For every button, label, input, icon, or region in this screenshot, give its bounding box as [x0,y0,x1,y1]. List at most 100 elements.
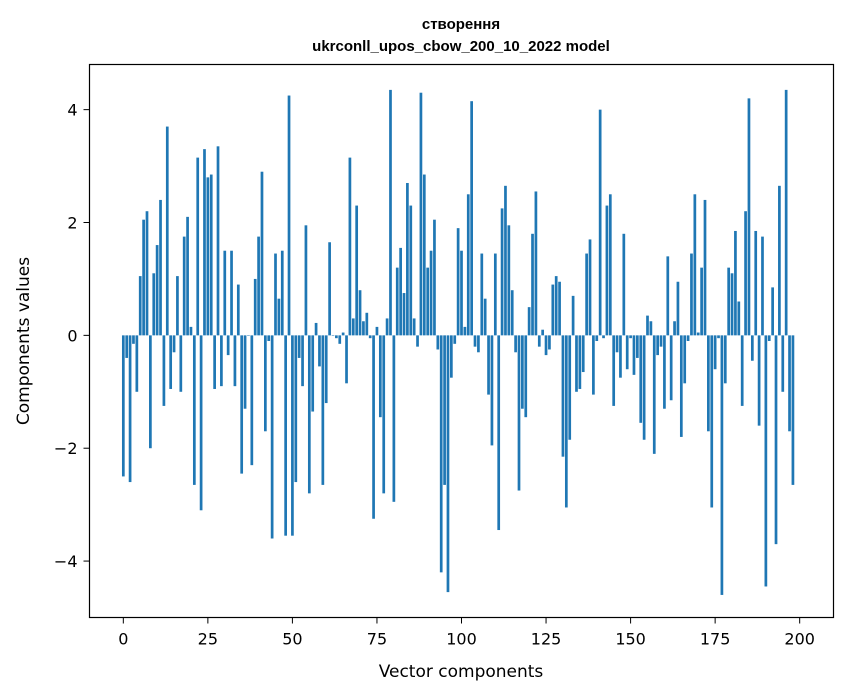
bar-component-73 [368,335,372,339]
bar-component-76 [378,335,382,418]
bar-component-78 [385,318,389,336]
bar-component-48 [284,335,287,536]
bar-component-196 [784,89,788,336]
bars-group [121,89,795,595]
bar-component-51 [294,335,298,483]
bar-component-126 [548,335,551,350]
chart-title: створення [422,16,500,33]
bar-component-106 [480,253,484,336]
bar-component-153 [639,335,643,423]
bar-component-161 [666,256,670,336]
bar-component-74 [372,335,375,519]
bar-component-81 [395,267,399,336]
bar-component-116 [514,335,517,353]
x-tick-label: 200 [784,630,815,649]
bar-component-53 [301,335,304,387]
bar-component-102 [466,194,470,336]
bar-component-111 [497,335,501,531]
bar-component-172 [703,199,707,336]
bar-component-131 [564,335,568,508]
bar-component-187 [754,230,758,336]
bar-component-138 [588,239,592,336]
bar-component-164 [676,281,680,336]
bar-component-70 [358,290,362,336]
bar-component-23 [199,335,203,511]
bar-component-13 [165,126,169,336]
bar-component-149 [625,335,629,370]
bar-component-94 [439,335,443,573]
bar-component-60 [324,335,328,404]
bar-component-121 [531,233,534,336]
bar-component-17 [179,335,183,392]
y-axis-label: Components values [14,257,34,425]
x-tick-label: 25 [198,630,218,649]
bar-component-147 [619,335,622,378]
bar-component-42 [264,335,267,432]
bar-component-61 [328,242,331,336]
bar-component-96 [446,335,450,593]
y-tick-label: −4 [54,552,78,571]
bar-component-125 [544,335,548,356]
bar-component-198 [791,335,795,485]
bar-component-39 [253,278,257,336]
bar-component-66 [345,335,348,384]
bar-component-21 [192,335,196,485]
bar-component-7 [145,211,149,336]
bar-component-146 [615,335,619,353]
bar-component-104 [473,335,477,347]
bar-component-19 [186,216,189,336]
bar-component-92 [433,219,436,336]
bar-component-75 [375,326,379,336]
bar-component-35 [240,335,244,474]
bar-component-11 [159,199,162,336]
bar-component-171 [700,267,703,336]
bar-component-91 [429,250,433,336]
bar-component-195 [781,335,785,392]
x-tick-label: 0 [118,630,128,649]
bar-component-62 [331,335,335,336]
bar-component-77 [382,335,386,494]
bar-component-34 [236,284,240,336]
bar-component-193 [774,335,778,545]
bar-component-6 [142,219,145,336]
bar-component-18 [182,236,186,336]
bar-component-100 [460,250,463,336]
bar-component-26 [209,174,213,336]
bar-component-101 [463,326,467,336]
bar-component-68 [351,318,355,336]
bar-component-170 [696,332,700,336]
bar-component-169 [693,194,697,336]
bar-component-87 [416,335,419,347]
bar-component-59 [321,335,325,485]
y-tick-label: 0 [67,326,77,345]
bar-component-22 [196,157,200,336]
bar-component-95 [443,335,446,485]
bar-component-89 [422,174,426,336]
bar-component-41 [260,171,264,336]
bar-component-107 [483,298,487,336]
bar-component-72 [365,312,369,336]
bar-component-55 [307,335,311,494]
bar-component-157 [652,335,656,454]
x-axis-ticks: 0 25 50 75 100 125 150 175 200 [118,617,815,649]
bar-component-28 [216,146,220,336]
bar-component-123 [537,335,541,347]
bar-component-29 [220,335,223,387]
x-tick-label: 75 [367,630,387,649]
bar-component-12 [162,335,166,406]
bar-component-88 [419,92,423,336]
bar-component-24 [203,149,206,336]
bar-component-152 [636,335,639,358]
bar-component-44 [270,335,274,539]
bar-component-162 [669,335,673,401]
bar-component-79 [389,89,392,336]
bar-component-154 [642,335,646,440]
bar-component-14 [169,335,173,389]
y-tick-label: −2 [54,439,78,458]
bar-component-114 [507,225,511,336]
y-axis-ticks: −4 −2 0 2 4 [54,101,90,571]
bar-component-189 [761,236,764,336]
bar-component-185 [747,98,751,336]
bar-component-151 [632,335,636,375]
bar-component-165 [679,335,683,437]
